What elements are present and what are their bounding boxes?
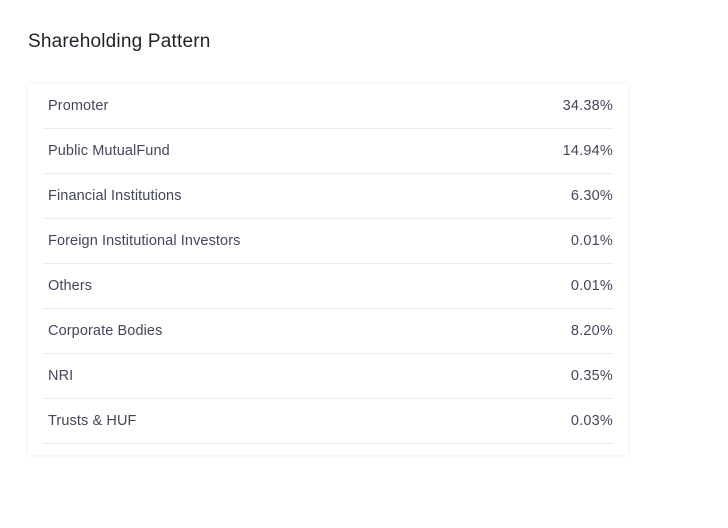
row-label: Promoter <box>48 98 109 114</box>
row-label: Others <box>48 278 93 294</box>
row-label: Foreign Institutional Investors <box>48 233 241 249</box>
shareholding-card: Promoter 34.38% Public MutualFund 14.94%… <box>28 84 628 455</box>
section-title: Shareholding Pattern <box>28 31 211 52</box>
row-value: 0.01% <box>570 233 613 249</box>
row-value: 0.03% <box>570 413 613 429</box>
table-row-financial-institutions: Financial Institutions 6.30% <box>43 174 613 219</box>
table-row-others: Others 0.01% <box>43 264 613 309</box>
row-label: Financial Institutions <box>48 188 182 204</box>
table-row-foreign-institutional-investors: Foreign Institutional Investors 0.01% <box>43 219 613 264</box>
row-label: Corporate Bodies <box>48 323 163 339</box>
shareholding-table: Promoter 34.38% Public MutualFund 14.94%… <box>43 84 613 444</box>
table-row-public-mutualfund: Public MutualFund 14.94% <box>43 129 613 174</box>
row-value: 34.38% <box>562 98 613 114</box>
table-row-corporate-bodies: Corporate Bodies 8.20% <box>43 309 613 354</box>
table-row-promoter: Promoter 34.38% <box>43 84 613 129</box>
table-row-trusts-huf: Trusts & HUF 0.03% <box>43 399 613 444</box>
row-value: 8.20% <box>570 323 613 339</box>
row-value: 0.01% <box>570 278 613 294</box>
table-row-nri: NRI 0.35% <box>43 354 613 399</box>
row-label: Public MutualFund <box>48 143 170 159</box>
row-label: NRI <box>48 368 74 384</box>
row-value: 14.94% <box>562 143 613 159</box>
row-label: Trusts & HUF <box>48 413 137 429</box>
row-value: 0.35% <box>570 368 613 384</box>
row-value: 6.30% <box>570 188 613 204</box>
